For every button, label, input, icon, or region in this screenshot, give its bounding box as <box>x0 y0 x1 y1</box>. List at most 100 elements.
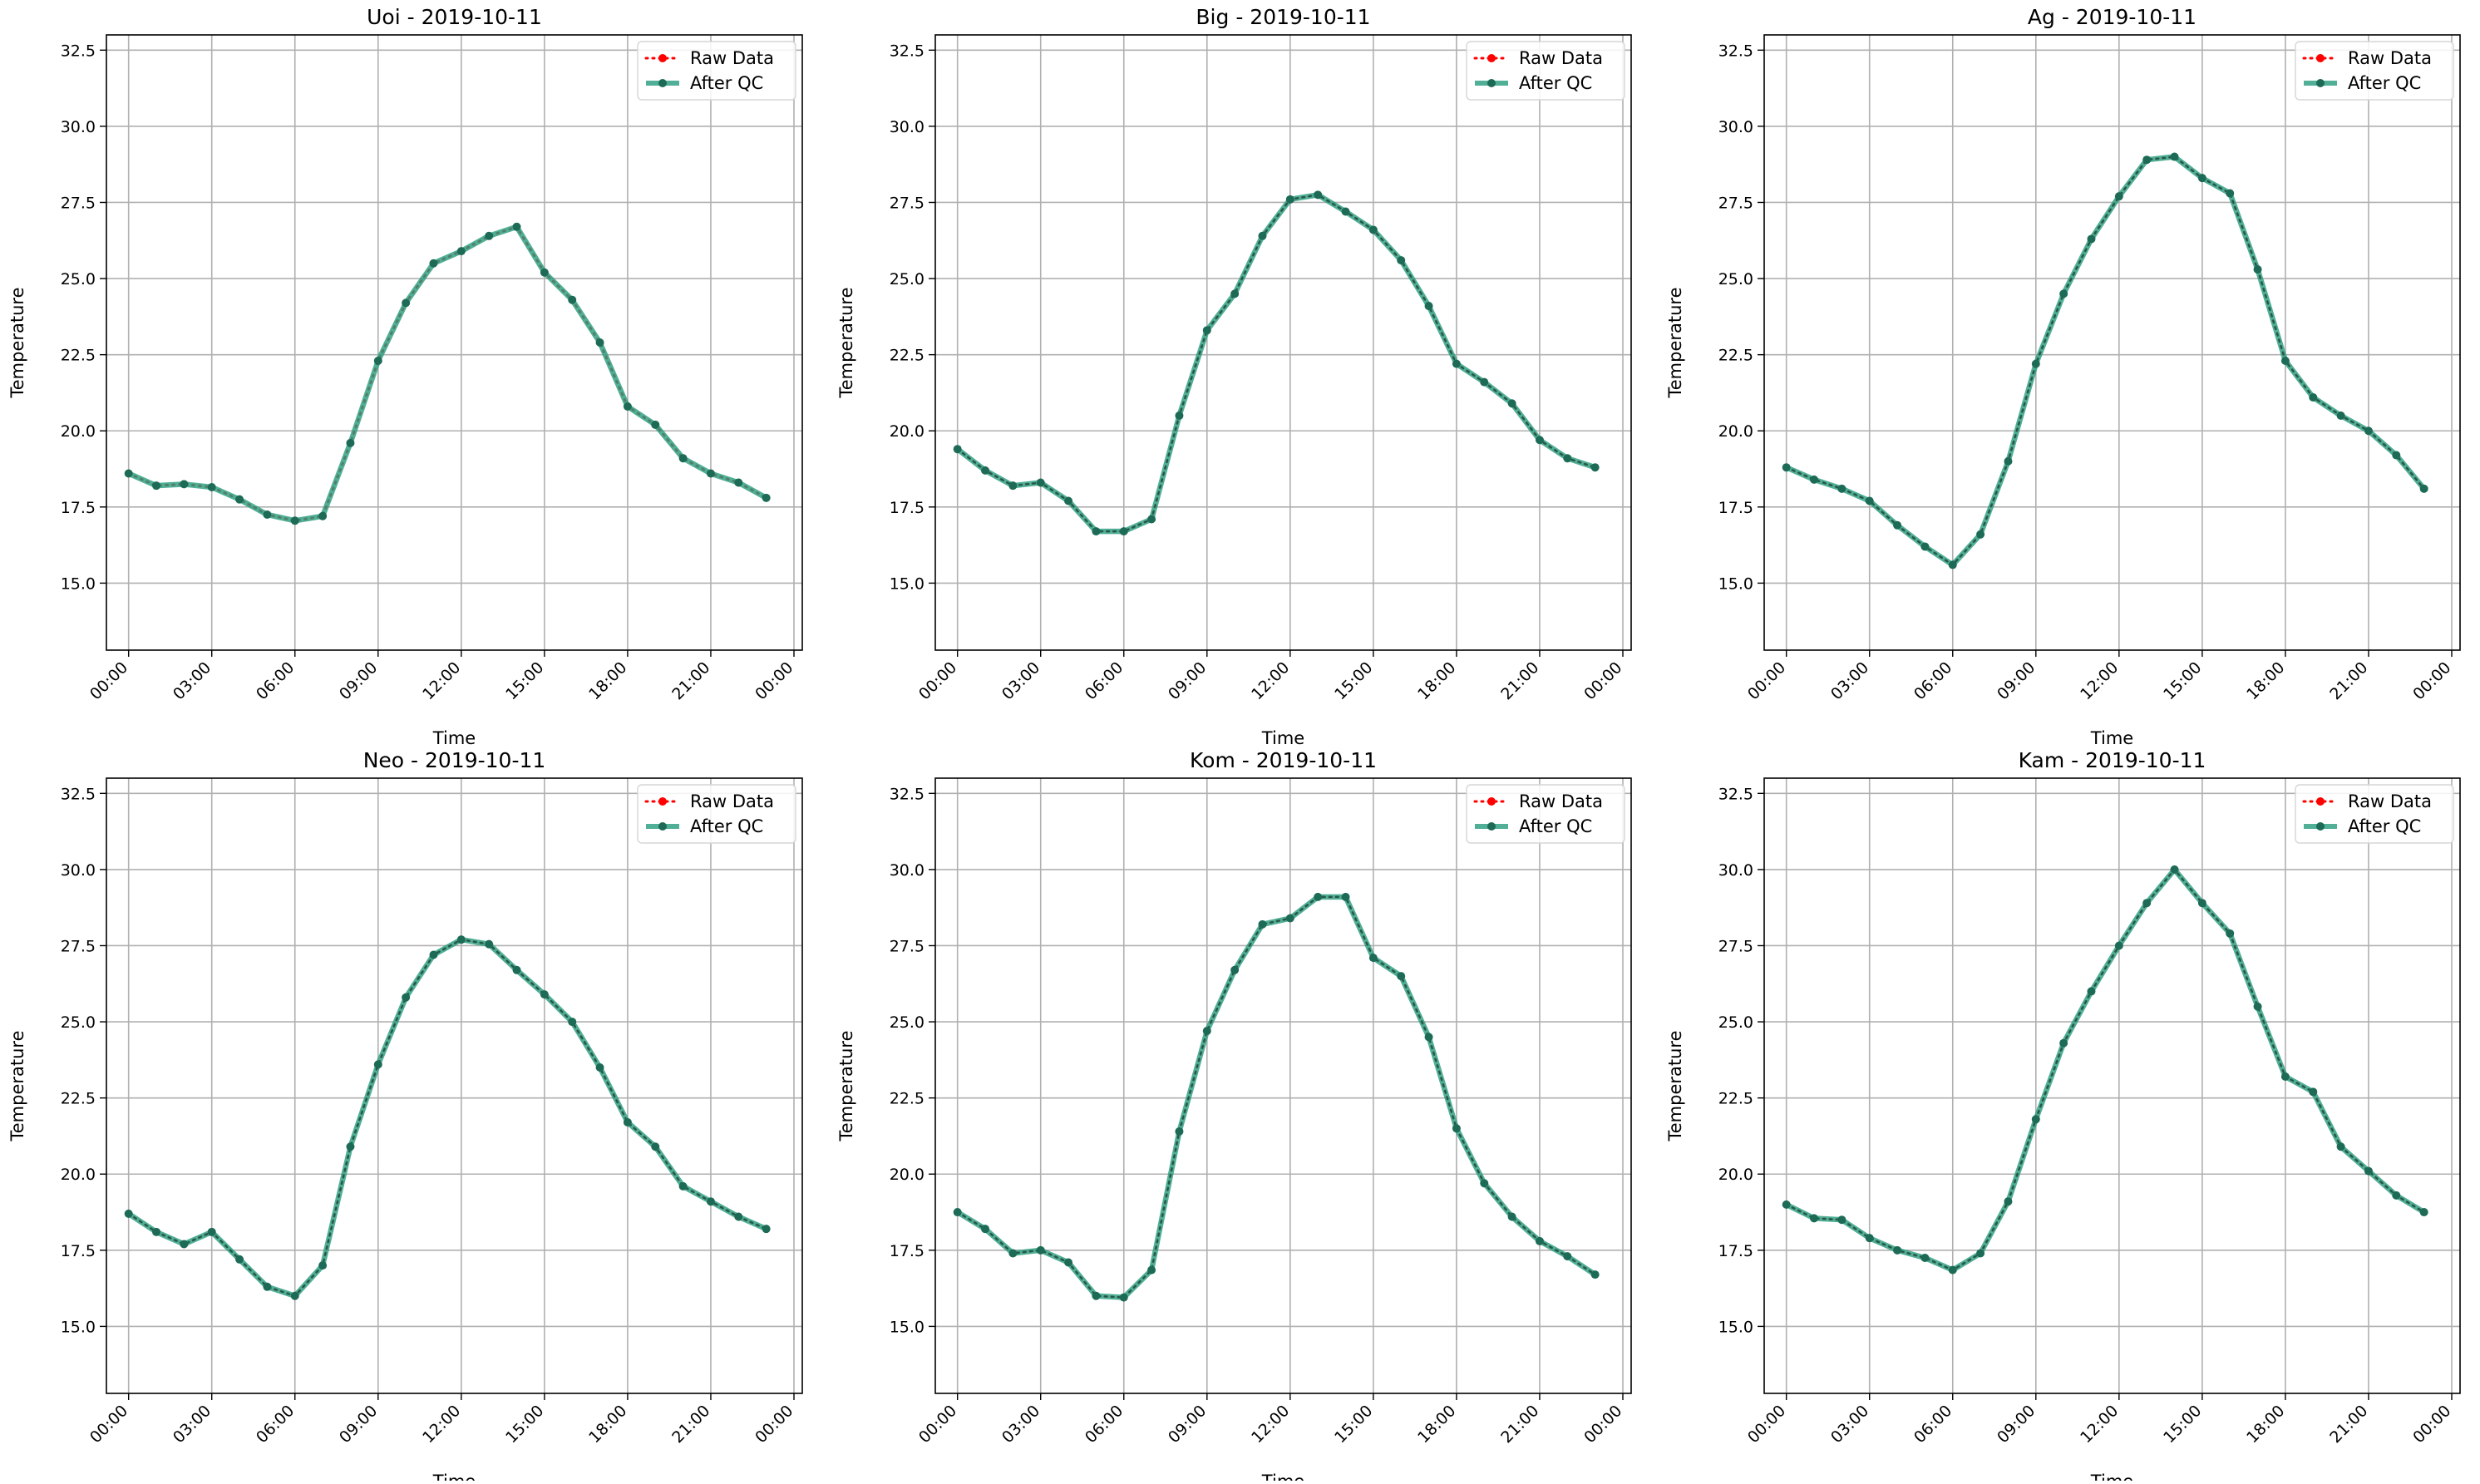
y-tick-label: 22.5 <box>890 347 924 365</box>
plot-frame <box>934 34 1632 651</box>
y-tick-label: 15.0 <box>890 1318 924 1336</box>
after-qc-point <box>263 1282 272 1291</box>
after-qc-point <box>1092 527 1101 536</box>
legend-qc-marker <box>658 79 667 87</box>
after-qc-point <box>2170 152 2179 161</box>
plot-frame <box>106 777 803 1394</box>
y-tick-label: 22.5 <box>1718 1090 1753 1108</box>
after-qc-point <box>2142 899 2152 908</box>
x-tick-label: 21:00 <box>2326 658 2371 703</box>
x-axis-label: Time <box>1261 1472 1304 1481</box>
after-qc-point <box>1285 195 1294 204</box>
x-tick-label: 00:00 <box>915 1402 960 1447</box>
after-qc-point <box>2253 265 2262 274</box>
series-overlap-dots <box>956 895 1596 1299</box>
after-qc-point <box>953 445 962 454</box>
y-tick-label: 30.0 <box>61 118 96 136</box>
after-qc-point <box>1285 914 1294 923</box>
after-qc-point <box>2253 1002 2262 1011</box>
x-tick-label: 12:00 <box>419 1402 464 1447</box>
after-qc-point <box>568 295 577 304</box>
x-tick-label: 18:00 <box>1414 658 1459 703</box>
x-tick-label: 15:00 <box>1331 658 1376 703</box>
x-tick-label: 21:00 <box>1497 1402 1542 1447</box>
y-tick-label: 25.0 <box>1718 270 1753 288</box>
series-after-qc-line <box>126 936 767 1299</box>
x-tick-label: 18:00 <box>2243 1402 2288 1447</box>
after-qc-point <box>402 298 411 308</box>
x-tick-label: 18:00 <box>2243 658 2288 703</box>
series-after-qc-line <box>955 192 1596 535</box>
after-qc-point <box>623 402 632 411</box>
after-qc-point <box>2142 155 2152 165</box>
y-tick-label: 17.5 <box>890 1242 924 1260</box>
legend-qc-marker <box>1487 79 1496 87</box>
legend-qc-marker <box>2316 822 2325 831</box>
after-qc-point <box>1064 496 1073 505</box>
y-tick-label: 32.5 <box>61 785 96 803</box>
subplot-0: 00:00 03:00 06:00 09:00 12:00 15:00 18:00 21:00… <box>7 5 803 748</box>
x-tick-label: 18:00 <box>585 658 630 703</box>
y-tick-label: 32.5 <box>1718 785 1753 803</box>
y-tick-label: 15.0 <box>61 1318 96 1336</box>
after-qc-point <box>2004 456 2013 466</box>
y-tick-label: 20.0 <box>61 1166 96 1184</box>
after-qc-point <box>456 247 466 256</box>
after-qc-point <box>207 1227 216 1236</box>
legend-raw-label: Raw Data <box>1519 791 1603 811</box>
y-axis-label: Temperature <box>1665 287 1685 398</box>
x-tick-label: 03:00 <box>998 658 1043 703</box>
x-tick-label: 03:00 <box>170 1402 214 1447</box>
series-overlap-dots <box>1785 868 2425 1271</box>
x-tick-label: 09:00 <box>1165 1402 1210 1447</box>
after-qc-point <box>346 438 355 447</box>
y-tick-label: 17.5 <box>1718 1242 1753 1260</box>
after-qc-point <box>180 480 189 489</box>
y-axis-label: Temperature <box>1665 1030 1685 1141</box>
legend-qc-label: After QC <box>2348 816 2421 836</box>
y-tick-label: 32.5 <box>1718 42 1753 60</box>
after-qc-point <box>1535 436 1544 445</box>
after-qc-point <box>1258 231 1267 240</box>
y-tick-label: 27.5 <box>1718 194 1753 212</box>
y-tick-label: 15.0 <box>890 574 924 593</box>
legend-raw-label: Raw Data <box>690 48 774 68</box>
after-qc-point <box>734 478 743 487</box>
x-tick-label: 06:00 <box>1911 1402 1955 1447</box>
after-qc-point <box>981 466 990 475</box>
series-overlap-dots <box>1785 155 2425 566</box>
after-qc-point <box>373 356 382 365</box>
x-tick-label: 12:00 <box>1248 658 1293 703</box>
x-tick-label: 00:00 <box>1580 1402 1625 1447</box>
after-qc-point <box>1507 399 1516 408</box>
after-qc-point <box>2309 1087 2318 1097</box>
after-qc-point <box>2114 941 2123 950</box>
y-tick-label: 17.5 <box>61 499 96 517</box>
after-qc-point <box>2059 1038 2068 1048</box>
series-raw-data-line <box>1785 867 2426 1272</box>
subplot-1: 00:00 03:00 06:00 09:00 12:00 15:00 18:00 21:00… <box>836 5 1632 748</box>
x-tick-label: 03:00 <box>1827 1402 1872 1447</box>
after-qc-point <box>1092 1291 1101 1300</box>
after-qc-point <box>1368 954 1378 963</box>
after-qc-point <box>124 469 133 478</box>
legend-raw-marker <box>2316 797 2325 806</box>
x-tick-label: 09:00 <box>336 658 381 703</box>
after-qc-point <box>651 1142 660 1151</box>
y-tick-label: 17.5 <box>1718 499 1753 517</box>
subplot-4: 00:00 03:00 06:00 09:00 12:00 15:00 18:00 21:00… <box>836 748 1632 1484</box>
after-qc-point <box>706 1197 715 1206</box>
after-qc-point <box>1314 892 1323 901</box>
x-tick-label: 00:00 <box>752 1402 796 1447</box>
plot-frame <box>1763 34 2461 651</box>
after-qc-point <box>485 939 494 949</box>
y-tick-label: 22.5 <box>890 1090 924 1108</box>
after-qc-point <box>1810 1214 1819 1223</box>
after-qc-point <box>1064 1258 1073 1267</box>
after-qc-point <box>1810 475 1819 484</box>
after-qc-point <box>1397 972 1406 981</box>
after-qc-point <box>2392 1191 2401 1200</box>
after-qc-point <box>1782 463 1791 472</box>
series-after-qc-line <box>1785 154 2427 568</box>
x-tick-label: 12:00 <box>2077 658 2122 703</box>
